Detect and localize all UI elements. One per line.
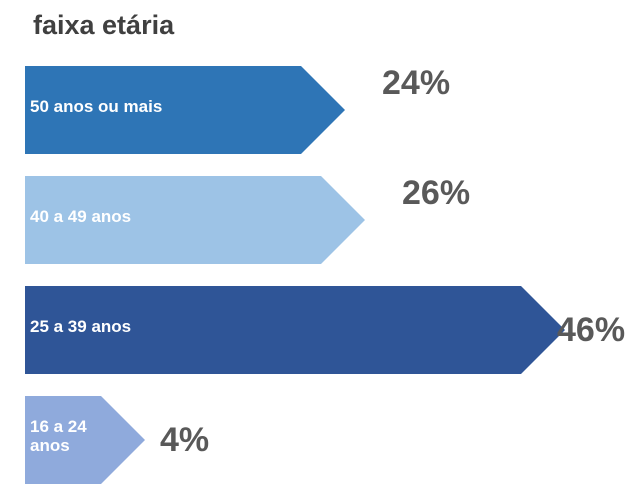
value-label: 46% — [557, 310, 626, 349]
bar — [25, 66, 345, 154]
category-label: 50 anos ou mais — [30, 96, 163, 116]
value-label: 26% — [402, 174, 471, 212]
value-label: 4% — [160, 420, 210, 459]
bar — [25, 176, 365, 264]
bar — [25, 286, 565, 374]
category-label: 16 a 24 anos — [30, 417, 87, 455]
category-label: 40 a 49 anos — [30, 206, 132, 226]
chart-title: faixa etária — [33, 10, 175, 40]
value-label: 24% — [382, 64, 451, 102]
category-label: 25 a 39 anos — [30, 316, 132, 336]
